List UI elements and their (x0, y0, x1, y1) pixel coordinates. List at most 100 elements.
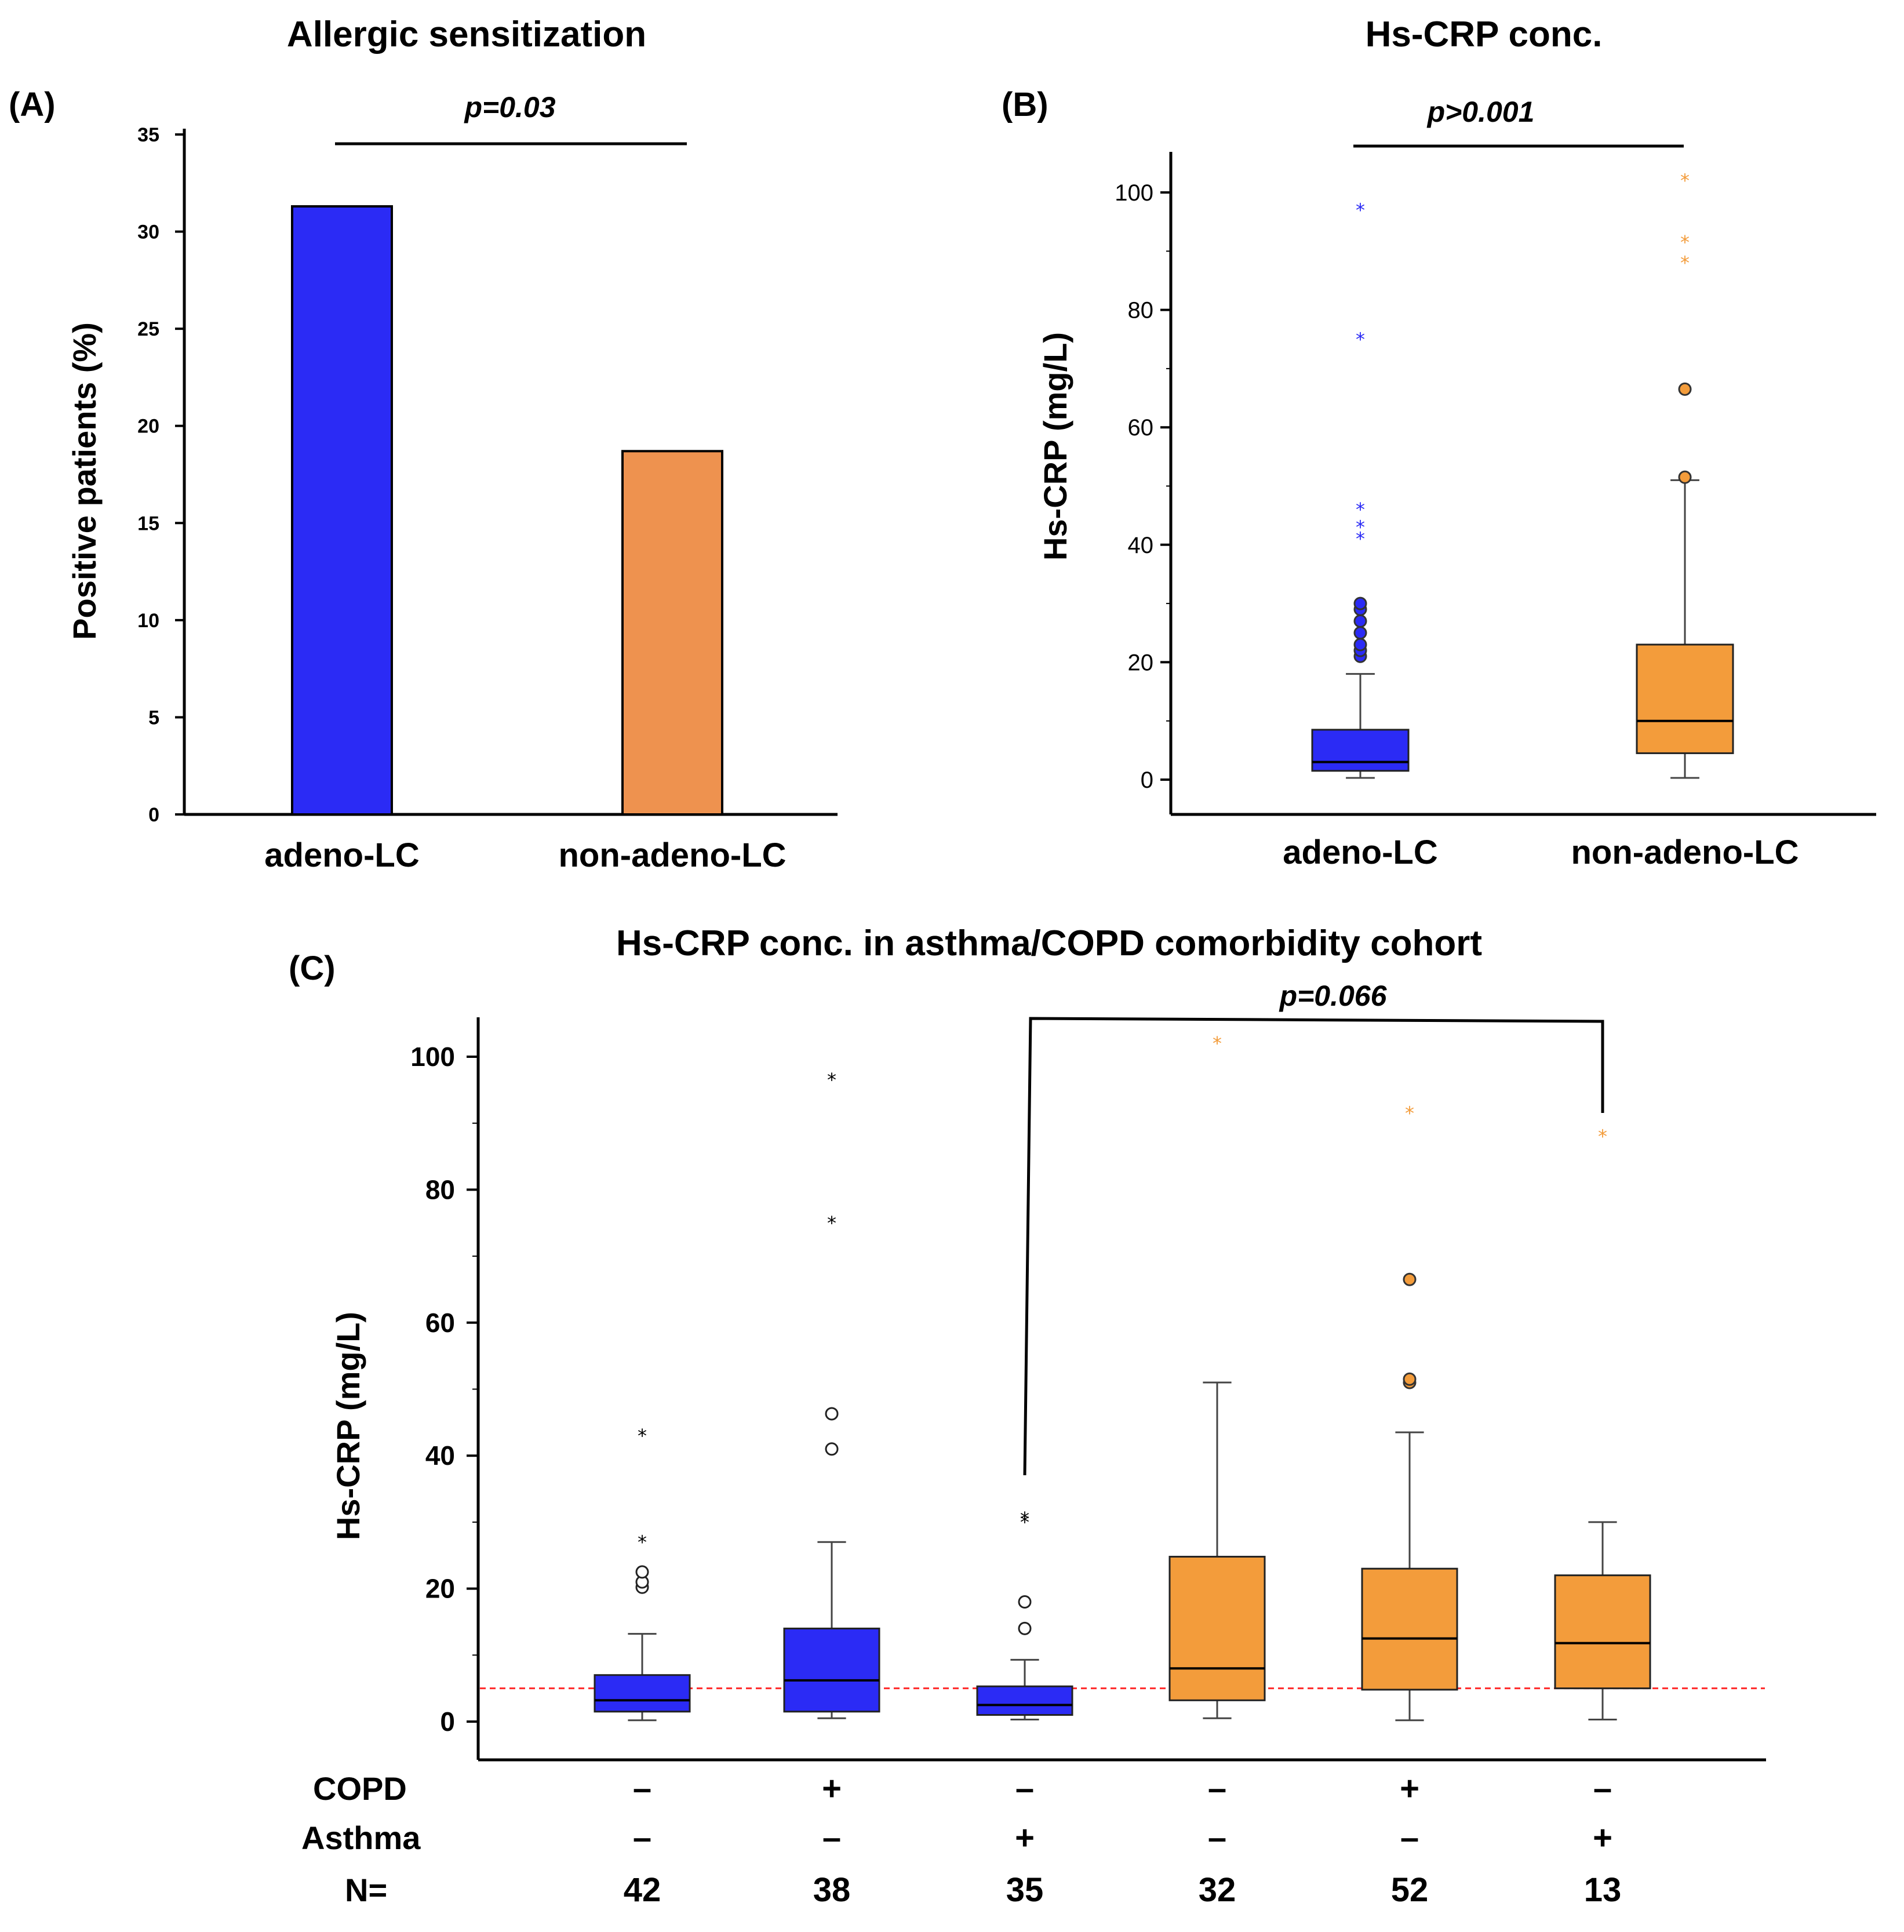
panel-a-ytick-label: 5 (148, 707, 159, 729)
panel-b-adeno-extreme-star: * (1356, 516, 1365, 538)
panel-c-sig-bracket (1023, 1017, 1604, 1476)
panel-c-group-3-box (976, 1685, 1073, 1716)
panel-c-group-2-outlier (825, 1407, 839, 1421)
panel-c-ytick-label: 20 (425, 1574, 455, 1604)
panel-b-xtick-adeno: adeno-LC (1283, 834, 1437, 871)
panel-b-adeno-outlier (1353, 638, 1367, 652)
panel-b-nonadeno-extreme-star: * (1680, 170, 1690, 192)
panel-c-title: Hs-CRP conc. in asthma/COPD comorbidity … (616, 923, 1482, 963)
panel-c-ytick-label: 100 (410, 1042, 455, 1072)
panel-b-ytick-label: 40 (1128, 533, 1154, 558)
panel-c-group-2-extreme-star: * (827, 1212, 836, 1234)
panel-c-group-5-box (1361, 1567, 1458, 1691)
panel-c-copd-sign: + (1400, 1770, 1419, 1807)
panel-b-ytick-label: 20 (1128, 650, 1154, 675)
panel-a-ytick-label: 20 (137, 416, 159, 438)
panel-c-group-2-outlier (825, 1442, 839, 1456)
panel-c-pvalue: p=0.066 (1279, 980, 1388, 1012)
panel-b-adeno-outlier (1353, 614, 1367, 628)
panel-c-group-3-outlier (1018, 1621, 1032, 1635)
panel-c-row-label-n: N= (345, 1872, 387, 1908)
panel-b-adeno-extreme-star: * (1356, 499, 1365, 521)
panel-c-ylabel: Hs-CRP (mg/L) (330, 1312, 366, 1540)
panel-c-group-1-outlier (635, 1565, 649, 1579)
panel-c-ytick-label: 80 (425, 1174, 455, 1205)
panel-c-group-3-extreme-star: * (1020, 1511, 1029, 1533)
panel-c-asthma-sign: + (1593, 1819, 1612, 1857)
panel-c-group-2-extreme-star: * (827, 1069, 836, 1091)
panel-c-n-value: 13 (1584, 1871, 1622, 1909)
panel-c-group-4-extreme-star: * (1213, 1032, 1222, 1054)
panel-c-copd-sign: + (822, 1770, 842, 1807)
panel-c-row-label-copd: COPD (313, 1770, 407, 1807)
panel-c-group-5-outlier (1403, 1372, 1417, 1386)
panel-c-group-2-box (783, 1627, 880, 1713)
panel-c-group-5-outlier (1403, 1272, 1417, 1286)
panel-b-ytick-label: 100 (1115, 180, 1153, 206)
panel-c-ytick-label: 0 (440, 1707, 455, 1737)
panel-c-group-1-extreme-star: * (638, 1531, 647, 1553)
panel-a-bar-nonadeno (621, 450, 723, 816)
panel-c-asthma-sign: – (633, 1819, 651, 1857)
panel-a-label: (A) (9, 86, 56, 123)
panel-b-adeno-outlier (1353, 626, 1367, 640)
panel-c-asthma-sign: + (1015, 1819, 1035, 1857)
panel-a: Allergic sensitization (A) p=0.03 Positi… (9, 14, 838, 874)
panel-b-adeno-extreme-star: * (1356, 328, 1365, 350)
panel-c-copd-sign: – (633, 1770, 651, 1807)
panel-c-n-value: 35 (1006, 1871, 1044, 1909)
panel-c-group-1-box (594, 1674, 691, 1713)
panel-c-n-value: 52 (1391, 1871, 1429, 1909)
panel-b-ytick-label: 0 (1141, 767, 1153, 793)
panel-c-group-6-extreme-star: * (1598, 1126, 1607, 1148)
panel-a-xtick-nonadeno: non-adeno-LC (558, 836, 786, 874)
panel-b-label: (B) (1002, 86, 1049, 123)
panel-b-nonadeno-outlier (1678, 470, 1692, 484)
panel-c-label: (C) (289, 949, 336, 987)
panel-b: Hs-CRP conc. (B) p>0.001 Hs-CRP (mg/L) 0… (1002, 14, 1876, 871)
panel-a-ytick-label: 10 (137, 610, 159, 632)
panel-b-ytick-label: 60 (1128, 415, 1154, 441)
panel-b-adeno-box (1311, 729, 1410, 772)
panel-c: Hs-CRP conc. in asthma/COPD comorbidity … (289, 923, 1766, 1909)
panel-b-ytick-label: 80 (1128, 298, 1154, 323)
panel-a-pvalue: p=0.03 (463, 91, 555, 123)
panel-c-group-4-box (1168, 1556, 1266, 1701)
panel-b-pvalue: p>0.001 (1426, 96, 1535, 128)
panel-c-n-value: 38 (813, 1871, 851, 1909)
panel-a-xtick-adeno: adeno-LC (264, 836, 419, 874)
panel-a-ytick-label: 35 (137, 124, 159, 146)
panel-c-group-3-extreme-star: * (1020, 1508, 1029, 1530)
panel-c-copd-sign: – (1593, 1770, 1612, 1807)
panel-b-adeno-outlier (1353, 596, 1367, 610)
panel-a-ylabel: Positive patients (%) (66, 322, 103, 640)
panel-b-adeno-extreme-star: * (1356, 528, 1365, 550)
panel-a-bar-adeno (291, 205, 393, 816)
panel-c-asthma-sign: – (1208, 1819, 1226, 1857)
panel-b-nonadeno-outlier (1678, 382, 1692, 396)
panel-c-n-value: 32 (1199, 1871, 1236, 1909)
panel-a-ytick-label: 25 (137, 318, 159, 340)
panel-b-adeno-extreme-star: * (1356, 199, 1365, 221)
panel-c-group-3-outlier (1018, 1595, 1032, 1609)
panel-c-copd-sign: – (1015, 1770, 1034, 1807)
panel-a-ytick-label: 15 (137, 512, 159, 534)
panel-c-asthma-sign: – (1400, 1819, 1419, 1857)
panel-c-ytick-label: 40 (425, 1440, 455, 1471)
panel-c-copd-sign: – (1208, 1770, 1226, 1807)
panel-c-row-label-asthma: Asthma (301, 1820, 421, 1856)
panel-c-group-6-box (1554, 1574, 1651, 1690)
panel-a-ytick-label: 30 (137, 221, 159, 243)
panel-c-asthma-sign: – (822, 1819, 841, 1857)
panel-b-nonadeno-extreme-star: * (1680, 252, 1690, 274)
panel-c-n-value: 42 (624, 1871, 661, 1909)
panel-c-group-1-extreme-star: * (638, 1425, 647, 1447)
panel-b-nonadeno-extreme-star: * (1680, 231, 1690, 253)
panel-c-group-5-extreme-star: * (1405, 1102, 1414, 1124)
panel-b-ylabel: Hs-CRP (mg/L) (1037, 332, 1073, 561)
panel-a-title: Allergic sensitization (287, 14, 646, 54)
panel-b-title: Hs-CRP conc. (1366, 14, 1603, 54)
panel-b-nonadeno-box (1636, 643, 1734, 754)
panel-b-xtick-nonadeno: non-adeno-LC (1571, 834, 1799, 871)
